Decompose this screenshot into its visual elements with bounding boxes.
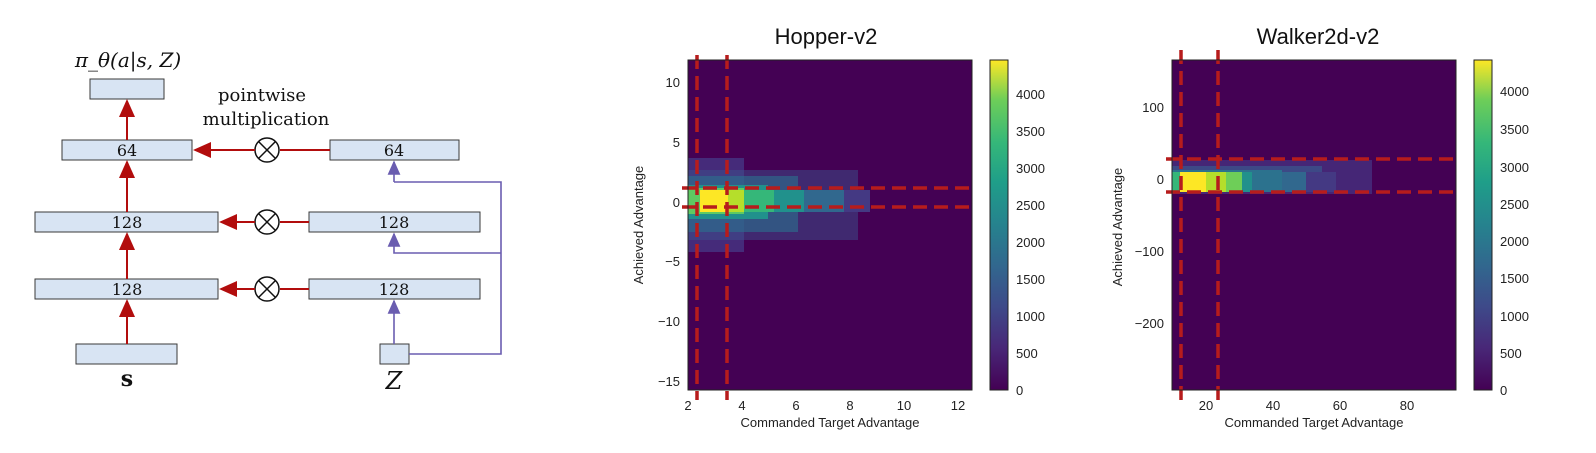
colorbar-tick-labels: 4000 3500 3000 2500 2000 1500 1000 500 0 [1500,84,1529,398]
chart-title: Walker2d-v2 [1257,24,1380,49]
x-tick-labels: 2 4 6 8 10 12 [684,398,965,413]
left-layer-128a-label: 128 [112,213,143,232]
y-tick: 5 [673,135,680,150]
cbar-tick: 2000 [1016,235,1045,250]
plot-frame [687,59,973,391]
cbar-tick: 3500 [1500,122,1529,137]
x-tick: 10 [897,398,911,413]
z-label: Z [385,367,404,395]
multiply-node-3 [219,276,309,302]
network-diagram: π_θ(a|s, Z) pointwise multiplication 64 … [34,48,502,395]
x-tick: 2 [684,398,691,413]
y-tick: −200 [1135,316,1164,331]
cbar-tick: 2500 [1016,198,1045,213]
state-input-box [75,343,178,365]
y-tick-labels: 100 0 −100 −200 [1135,100,1164,331]
y-tick: −5 [665,254,680,269]
chart-walker: Walker2d-v2 100 0 −100 −200 [1110,24,1529,430]
cbar-tick: 500 [1016,346,1038,361]
y-tick: −100 [1135,244,1164,259]
cbar-tick: 3500 [1016,124,1045,139]
state-label: s [121,366,133,392]
heatmap-cells [688,158,870,252]
cbar-tick: 2500 [1500,197,1529,212]
left-layer-128b-label: 128 [112,280,143,299]
dashed-lines [682,55,975,400]
x-tick: 4 [738,398,745,413]
output-box [89,78,165,100]
x-tick: 40 [1266,398,1280,413]
cbar-tick: 1500 [1016,272,1045,287]
x-tick: 8 [846,398,853,413]
y-axis-label: Achieved Advantage [631,166,646,285]
x-tick: 6 [792,398,799,413]
multiply-node-2 [219,209,309,235]
z-input-box [379,343,410,365]
z-feed-128a [387,232,501,254]
plot-frame [1171,59,1457,391]
colorbar [1473,59,1493,391]
cbar-tick: 1000 [1016,309,1045,324]
x-tick: 80 [1400,398,1414,413]
cbar-tick: 1500 [1500,271,1529,286]
heatmap-cells [1172,160,1372,194]
cbar-tick: 4000 [1016,87,1045,102]
colorbar [989,59,1009,391]
x-axis-label: Commanded Target Advantage [741,415,920,430]
y-tick: −15 [658,374,680,389]
dashed-lines [1166,50,1458,400]
pointwise-label-line2: multiplication [203,109,330,130]
y-tick: 0 [1157,172,1164,187]
x-tick: 12 [951,398,965,413]
cbar-tick: 3000 [1500,160,1529,175]
right-layer-128a-label: 128 [379,213,410,232]
cbar-tick: 4000 [1500,84,1529,99]
pointwise-label-line1: pointwise [218,85,306,106]
cbar-tick: 500 [1500,346,1522,361]
chart-title: Hopper-v2 [775,24,878,49]
cbar-tick: 0 [1500,383,1507,398]
y-tick: 10 [666,75,680,90]
z-feed-line [394,181,502,355]
y-tick: 0 [673,195,680,210]
chart-hopper: Hopper-v2 10 5 0 −5 −10 [631,24,1045,430]
x-axis-label: Commanded Target Advantage [1225,415,1404,430]
cbar-tick: 3000 [1016,161,1045,176]
plot-area [1172,60,1456,390]
right-layer-64-label: 64 [384,141,404,160]
y-axis-label: Achieved Advantage [1110,168,1125,287]
left-layer-64-label: 64 [117,141,137,160]
colorbar-tick-labels: 4000 3500 3000 2500 2000 1500 1000 500 0 [1016,87,1045,398]
cbar-tick: 2000 [1500,234,1529,249]
y-tick: −10 [658,314,680,329]
x-tick-labels: 20 40 60 80 [1199,398,1414,413]
right-layer-128b-label: 128 [379,280,410,299]
x-tick: 20 [1199,398,1213,413]
multiply-node-1 [193,137,330,163]
cbar-tick: 0 [1016,383,1023,398]
cbar-tick: 1000 [1500,309,1529,324]
y-tick-labels: 10 5 0 −5 −10 −15 [658,75,680,389]
policy-output-label: π_θ(a|s, Z) [74,48,181,73]
y-tick: 100 [1142,100,1164,115]
x-tick: 60 [1333,398,1347,413]
